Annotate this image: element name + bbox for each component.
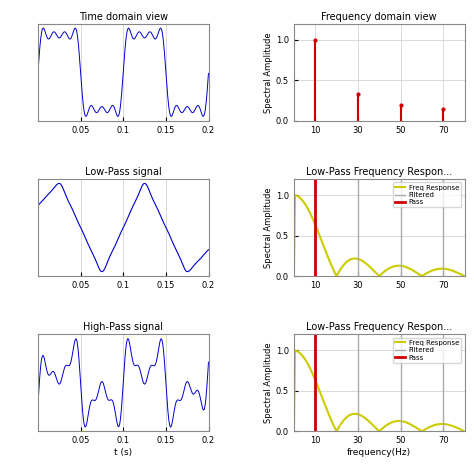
Freq Response: [291, 273, 297, 279]
Freq Response: [461, 273, 466, 278]
Freq Response: [402, 419, 408, 425]
Freq Response: [386, 421, 392, 427]
X-axis label: t (s): t (s): [114, 448, 132, 457]
Freq Response: [340, 263, 346, 269]
Title: Low-Pass Frequency Respon...: Low-Pass Frequency Respon...: [306, 322, 452, 332]
Title: Low-Pass Frequency Respon...: Low-Pass Frequency Respon...: [306, 167, 452, 177]
Title: Low-Pass signal: Low-Pass signal: [85, 167, 162, 177]
Y-axis label: Spectral Amplitude: Spectral Amplitude: [264, 343, 273, 423]
Freq Response: [386, 266, 392, 272]
Legend: Freq Response, Filtered, Pass: Freq Response, Filtered, Pass: [392, 182, 461, 208]
Freq Response: [340, 419, 346, 424]
Freq Response: [326, 257, 332, 263]
Title: Frequency domain view: Frequency domain view: [321, 11, 437, 21]
Line: Freq Response: Freq Response: [294, 195, 464, 276]
Freq Response: [431, 267, 437, 273]
Y-axis label: Spectral Amplitude: Spectral Amplitude: [264, 187, 273, 268]
Freq Response: [453, 425, 459, 430]
Title: Time domain view: Time domain view: [79, 11, 168, 21]
Freq Response: [292, 192, 298, 198]
Title: High-Pass signal: High-Pass signal: [83, 322, 163, 332]
X-axis label: frequency(Hz): frequency(Hz): [347, 448, 411, 457]
Y-axis label: Spectral Amplitude: Spectral Amplitude: [264, 32, 273, 112]
Freq Response: [453, 269, 459, 275]
Line: Freq Response: Freq Response: [294, 351, 464, 431]
Freq Response: [326, 412, 332, 418]
Freq Response: [461, 428, 466, 434]
Freq Response: [292, 348, 298, 354]
Legend: Freq Response, Filtered, Pass: Freq Response, Filtered, Pass: [392, 338, 461, 363]
Freq Response: [402, 264, 408, 270]
Freq Response: [291, 428, 297, 434]
Freq Response: [431, 422, 437, 428]
